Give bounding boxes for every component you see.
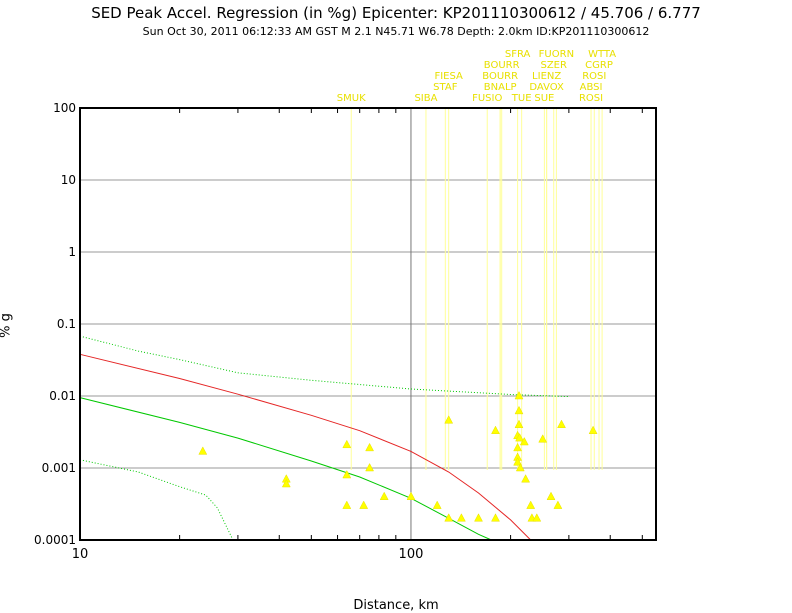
y-axis-label: % g <box>0 313 14 338</box>
data-point <box>379 491 389 500</box>
grid <box>80 108 656 540</box>
data-point <box>513 442 523 452</box>
upper-curve <box>79 335 569 398</box>
regression-curves <box>79 335 569 541</box>
data-point <box>514 405 524 415</box>
data-point <box>519 436 529 446</box>
data-point <box>281 478 291 488</box>
chart-subtitle: Sun Oct 30, 2011 06:12:33 AM GST M 2.1 N… <box>142 25 650 38</box>
station-label: FIESA <box>434 71 463 82</box>
data-points <box>198 390 598 522</box>
lower-curve <box>79 459 234 541</box>
axis-ticks: 0.0001 0.001 0.01 0.1 1 10 100 10 100 <box>34 101 643 562</box>
data-point <box>546 491 556 500</box>
data-point <box>342 469 352 479</box>
data-point <box>514 390 524 400</box>
station-label: LIENZ <box>532 71 561 82</box>
data-point <box>198 446 208 455</box>
plot-frame <box>79 107 657 541</box>
data-point <box>342 439 352 449</box>
station-label: FUORN <box>539 49 574 60</box>
station-label: BOURR <box>484 60 520 71</box>
station-labels: SMUK SIBASTAFFIESAFUSIOBNALPBOURRBOURRSFR… <box>337 49 616 104</box>
y-tick-label: 10 <box>61 173 76 187</box>
station-label: FUSIO <box>472 93 502 104</box>
station-label: DAVOX <box>529 82 564 93</box>
data-point <box>342 500 352 509</box>
data-point <box>365 442 375 452</box>
data-point <box>474 513 483 522</box>
y-tick-label: 0.0001 <box>34 533 76 547</box>
mean-curve <box>79 397 492 541</box>
data-point <box>526 500 536 509</box>
station-label: ABSI <box>580 82 603 93</box>
x-tick-label: 100 <box>399 547 424 562</box>
data-point <box>432 500 442 509</box>
data-point <box>365 462 375 472</box>
x-tick-label: 10 <box>72 547 89 562</box>
x-axis-label: Distance, km <box>353 598 439 613</box>
station-label: SIBA <box>414 93 437 104</box>
data-point <box>532 513 542 522</box>
data-point <box>444 415 454 424</box>
station-label: SMUK <box>337 93 366 104</box>
y-tick-label: 0.001 <box>42 461 76 475</box>
data-point <box>514 419 524 428</box>
station-label: SFRA <box>505 49 531 60</box>
data-point <box>515 462 525 472</box>
station-label: ROSI <box>579 93 603 104</box>
data-point <box>491 513 500 522</box>
data-point <box>513 457 523 466</box>
data-point <box>456 513 466 522</box>
station-label: TUE <box>511 93 532 104</box>
data-point <box>444 513 454 522</box>
data-point <box>491 425 500 434</box>
station-label: BOURR <box>482 71 518 82</box>
data-point <box>538 434 548 443</box>
station-label: BNALP <box>484 82 517 93</box>
station-label: STAF <box>433 82 458 93</box>
data-point <box>521 474 531 483</box>
station-label: SZER <box>540 60 567 71</box>
data-point <box>359 500 369 509</box>
y-tick-label: 100 <box>53 101 76 115</box>
y-tick-label: 0.01 <box>49 389 76 403</box>
station-label: WTTA <box>588 49 616 60</box>
data-point <box>553 500 563 509</box>
data-point <box>557 419 566 428</box>
station-label: SUE <box>534 93 554 104</box>
station-label: CGRP <box>585 60 613 71</box>
station-lines <box>350 108 603 470</box>
y-tick-label: 1 <box>68 245 76 259</box>
station-label: ROSI <box>582 71 606 82</box>
chart-title: SED Peak Accel. Regression (in %g) Epice… <box>91 4 701 22</box>
y-tick-label: 0.1 <box>57 317 76 331</box>
data-point <box>588 425 598 434</box>
data-point <box>406 491 416 500</box>
regression-curve <box>79 353 532 541</box>
data-point <box>515 433 525 442</box>
